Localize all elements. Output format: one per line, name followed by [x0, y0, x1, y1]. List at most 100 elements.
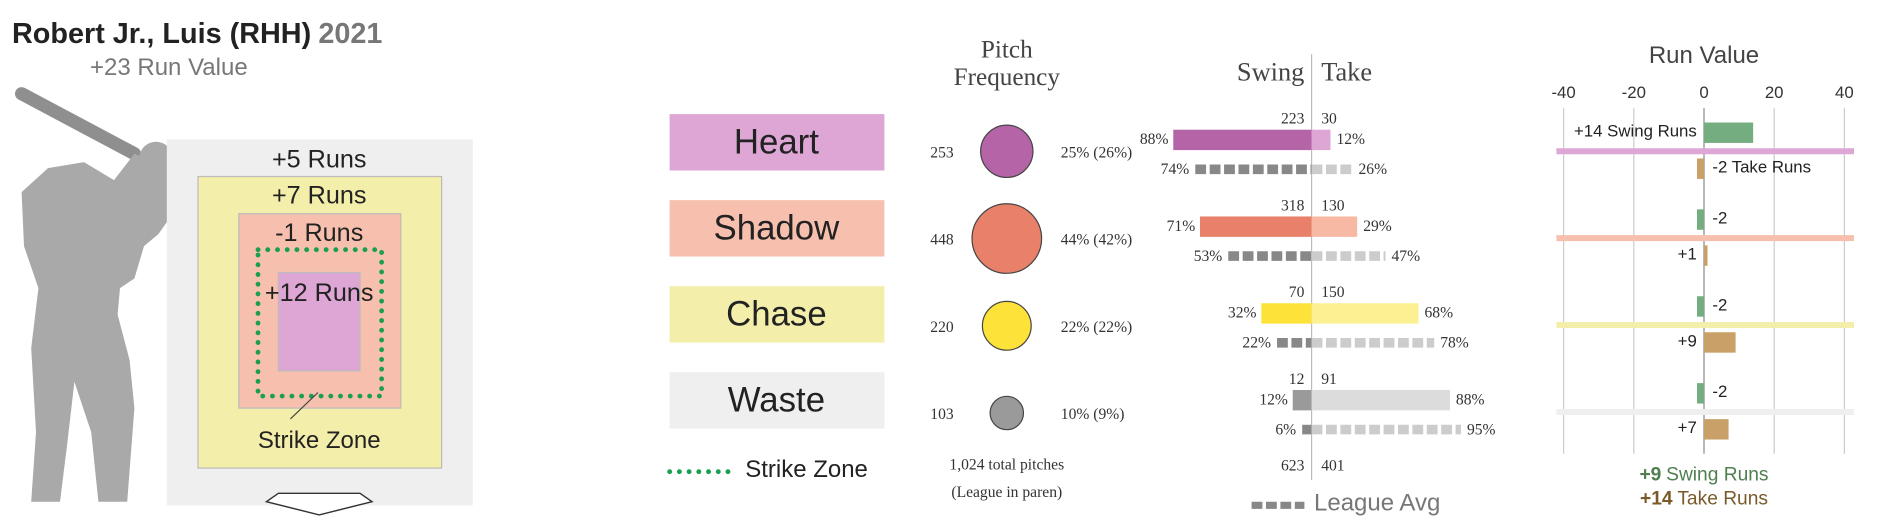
- x-tick-label: 0: [1699, 83, 1708, 102]
- take-pct-label: 68%: [1424, 305, 1453, 322]
- zone-runs-label: +12 Runs: [265, 279, 374, 307]
- take-total-label: Take Runs: [1677, 488, 1768, 509]
- league-take-label: 26%: [1358, 161, 1387, 178]
- swing-run-label: -2: [1712, 295, 1727, 314]
- swing-bar: [1199, 216, 1312, 237]
- take-bar: [1311, 303, 1419, 324]
- pitch-count: 103: [930, 406, 954, 423]
- take-bar: [1311, 216, 1358, 237]
- take-count: 150: [1321, 284, 1345, 301]
- take-total-value: +14: [1640, 488, 1673, 509]
- take-pct-label: 12%: [1336, 131, 1365, 148]
- swing-bar: [1173, 129, 1312, 151]
- swing-count: 12: [1289, 371, 1305, 388]
- swing-total-label: Swing Runs: [1666, 464, 1768, 485]
- frequency-pct-label: 25% (26%): [1061, 144, 1132, 161]
- frequency-circle: [971, 203, 1043, 274]
- take-run-label: +1: [1678, 244, 1697, 263]
- swing-total: +9 Swing Runs: [1639, 464, 1768, 485]
- x-tick-label: 40: [1835, 83, 1854, 102]
- strike-zone-outline: [255, 247, 384, 399]
- league-take-label: 95%: [1467, 421, 1496, 438]
- home-plate: [264, 492, 374, 516]
- take-total: 401: [1321, 457, 1344, 474]
- zone-legend-label: Shadow: [714, 208, 841, 247]
- zone-region: [277, 271, 361, 372]
- zone-runs-label: +7 Runs: [272, 182, 367, 210]
- player-title: Robert Jr., Luis (RHH) 2021: [12, 18, 382, 50]
- swing-run-label: +14 Swing Runs: [1574, 122, 1697, 141]
- league-take-label: 47%: [1391, 248, 1420, 265]
- swing-bar: [1261, 303, 1312, 324]
- swing-run-label: -2: [1712, 382, 1727, 401]
- swing-header: Swing: [1237, 57, 1304, 87]
- league-note: (League in paren): [951, 484, 1062, 501]
- take-count: 91: [1321, 371, 1337, 388]
- strike-zone-legend-label: Strike Zone: [745, 456, 868, 483]
- swing-run-bar: [1696, 296, 1704, 317]
- frequency-title: Frequency: [954, 64, 1061, 91]
- take-run-bar: [1704, 245, 1708, 266]
- take-run-bar: [1704, 332, 1736, 353]
- x-tick-label: -20: [1622, 83, 1646, 102]
- zone-legend-label: Heart: [734, 122, 819, 161]
- league-swing-label: 74%: [1161, 161, 1190, 178]
- swing-pct-label: 12%: [1259, 391, 1288, 408]
- take-run-bar: [1696, 158, 1704, 179]
- zone-legend-label: Waste: [728, 380, 825, 419]
- x-tick-label: 20: [1765, 83, 1784, 102]
- swing-total-value: +9: [1639, 464, 1661, 485]
- take-bar: [1311, 389, 1450, 411]
- frequency-circle: [989, 395, 1025, 431]
- take-pct-label: 29%: [1363, 218, 1392, 235]
- total-run-value: +23 Run Value: [90, 54, 248, 81]
- x-tick-label: -40: [1551, 83, 1575, 102]
- frequency-pct-label: 10% (9%): [1061, 406, 1125, 423]
- swing-pct-label: 88%: [1140, 131, 1169, 148]
- league-swing-label: 53%: [1194, 248, 1223, 265]
- take-run-label: +7: [1678, 418, 1697, 437]
- strike-zone-label: Strike Zone: [258, 427, 381, 454]
- swing-run-label: -2: [1712, 208, 1727, 227]
- zone-diagram: +5 Runs +7 Runs -1 Runs +12 Runs Strike Zone: [166, 139, 473, 506]
- league-swing-label: 22%: [1242, 335, 1271, 352]
- take-total: +14 Take Runs: [1640, 488, 1768, 509]
- take-run-bar: [1704, 419, 1729, 440]
- zone-legend-label: Chase: [726, 294, 827, 333]
- frequency-pct-label: 22% (22%): [1061, 319, 1132, 336]
- frequency-circle: [981, 300, 1032, 351]
- zone-region: [238, 213, 402, 409]
- pitch-count: 253: [930, 144, 954, 161]
- zone-legend-box: [669, 200, 885, 257]
- swing-count: 318: [1281, 197, 1305, 214]
- frequency-title: Pitch: [981, 36, 1033, 63]
- take-run-label: +9: [1678, 331, 1697, 350]
- season: 2021: [318, 18, 382, 50]
- leader-line: [289, 392, 319, 420]
- total-pitches: 1,024 total pitches: [949, 456, 1064, 473]
- swing-run-bar: [1704, 122, 1754, 143]
- swing-pct-label: 71%: [1167, 218, 1196, 235]
- swing-pct-label: 32%: [1228, 305, 1257, 322]
- take-pct-label: 88%: [1456, 391, 1485, 408]
- frequency-circle: [980, 124, 1034, 179]
- run-value-title: Run Value: [1649, 42, 1759, 69]
- take-count: 130: [1321, 197, 1345, 214]
- swing-bar: [1292, 389, 1312, 411]
- batter-silhouette: [14, 87, 176, 502]
- take-count: 30: [1321, 111, 1337, 128]
- take-run-label: -2 Take Runs: [1712, 158, 1811, 177]
- zone-legend-box: [669, 114, 885, 171]
- take-header: Take: [1321, 57, 1372, 87]
- player-name: Robert Jr., Luis (RHH): [12, 18, 311, 50]
- zone-runs-label: +5 Runs: [272, 146, 367, 174]
- zone-legend-box: [669, 286, 885, 343]
- pitch-count: 220: [930, 319, 954, 336]
- pitch-count: 448: [930, 232, 954, 249]
- frequency-pct-label: 44% (42%): [1061, 232, 1132, 249]
- take-bar: [1311, 129, 1331, 151]
- swing-count: 223: [1281, 111, 1305, 128]
- zone-legend-box: [669, 372, 885, 429]
